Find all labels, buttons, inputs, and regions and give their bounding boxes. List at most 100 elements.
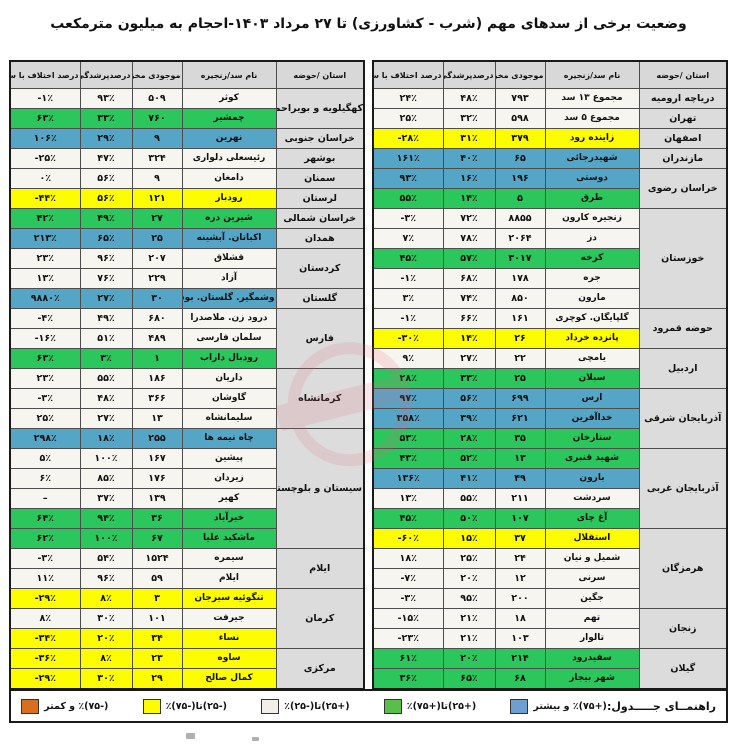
col-header-diff: درصد اختلاف با سال قبل [9,60,81,89]
dam-name-cell: مارون [544,288,640,309]
diff-percent-cell: -۴۴٪ [9,188,81,209]
dam-name-cell: شیرین دره [181,208,277,229]
diff-percent-cell: ۶۱٪ [372,648,444,669]
table-row: جیرفت ۱۰۱ ۳۰٪ ۸٪ [9,608,364,629]
cropped-caption-fragment [252,737,259,741]
table-row: ستارخان ۳۵ ۲۸٪ ۵۳٪ [372,428,727,449]
province-cell: حوضه قمرود [638,308,728,349]
fill-percent-cell: ۲۷٪ [79,288,133,309]
volume-cell: ۳ [131,588,183,609]
table-row: دریاچه ارومیه مجموع ۱۳ سد ۷۹۳ ۴۸٪ ۲۴٪ [372,88,728,109]
volume-cell: ۲۱۱ [494,488,546,509]
dam-name-cell: پانزده خرداد [544,328,640,349]
dam-name-cell: کوثر [181,88,277,109]
table-row: تهران مجموع ۵ سد ۵۹۸ ۳۲٪ ۲۵٪ [372,108,728,129]
table-row: شهر بیجار ۶۸ ۶۵٪ ۳۶٪ [372,668,727,690]
fill-percent-cell: ۲۷٪ [79,408,133,429]
dam-name-cell: پیشین [181,448,277,469]
diff-percent-cell: ۱۶۱٪ [372,148,444,169]
diff-percent-cell: -۳۴٪ [9,628,81,649]
fill-percent-cell: ۶۶٪ [442,308,496,329]
legend-swatch-green [383,698,402,714]
fill-percent-cell: ۳٪ [79,348,133,369]
fill-percent-cell: ۱۴٪ [442,328,496,349]
volume-cell: ۱۸ [494,608,546,629]
fill-percent-cell: ۵۶٪ [79,168,133,189]
dam-name-cell: کمال صالح [181,668,277,690]
dam-name-cell: ستارخان [544,428,640,449]
dam-name-cell: تهم [544,608,640,629]
diff-percent-cell: ۴۵٪ [372,508,444,529]
volume-cell: ۲۷ [131,208,183,229]
dam-name-cell: کهیر [181,488,277,509]
table-row: کمال صالح ۲۹ ۳۰٪ -۲۹٪ [9,668,364,690]
volume-cell: ۱۳۹ [131,488,183,509]
table-row: حوضه قمرود گلپایگان. کوچری ۱۶۱ ۶۶٪ -۱٪ [372,308,728,349]
fill-percent-cell: ۶۵٪ [79,228,133,249]
province-cell: اصفهان [638,128,728,149]
col-header-volume: موجودی مخزن [131,60,183,89]
fill-percent-cell: ۵۵٪ [79,368,133,389]
legend-item-yellow: (-۲۵)تا(-۷۵)٪ [142,698,227,714]
table-row: بارون ۴۹ ۴۱٪ ۱۳۶٪ [372,468,727,489]
table-row: مرکزی ساوه ۲۳ ۸٪ -۳۶٪ [9,648,365,690]
diff-percent-cell: ۲۳٪ [9,368,81,389]
province-cell: آذربایجان شرقی [638,388,728,449]
table-row: اردبیل یامچی ۲۲ ۲۷٪ ۹٪ [372,348,728,389]
province-cell: خراسان جنوبی [275,128,365,149]
fill-percent-cell: ۱۰۰٪ [79,528,133,549]
diff-percent-cell: ۴۵٪ [372,248,444,269]
fill-percent-cell: ۲۰٪ [442,648,496,669]
table-row: کرمانشاه داریان ۱۸۶ ۵۵٪ ۲۳٪ [9,368,365,429]
province-cell: همدان [275,228,365,249]
dam-name-cell: چمشیر [181,108,277,129]
table-row: لرستان رودبار ۱۲۱ ۵۶٪ -۴۴٪ [9,188,365,209]
volume-cell: ۲۵ [494,368,546,389]
volume-cell: ۱۹۶ [494,168,546,189]
volume-cell: ۸۵۰ [494,288,546,309]
volume-cell: ۲۳ [131,648,183,669]
table-row: پانزده خرداد ۲۶ ۱۴٪ -۳۰٪ [372,328,727,349]
dam-name-cell: آزاد [181,268,277,289]
fill-percent-cell: ۴۹٪ [79,208,133,229]
fill-percent-cell: ۲۱٪ [442,628,496,649]
legend-items: (+۷۵)٪ و بیشتر (+۲۵)تا(+۷۵)٪ (+۲۵)تا(-۲۵)٪… [21,698,607,714]
province-cell: کرمان [275,588,365,649]
page-title: وضعیت برخی از سدهای مهم (شرب - کشاورزی) … [50,16,687,32]
volume-cell: ۲۶ [494,328,546,349]
fill-percent-cell: ۳۹٪ [442,408,496,429]
volume-cell: ۱۲ [494,568,546,589]
fill-percent-cell: ۶۸٪ [442,268,496,289]
fill-percent-cell: ۱۴٪ [442,188,496,209]
diff-percent-cell: ۲۴٪ [372,88,444,109]
legend-label: (+۷۵)٪ و بیشتر [533,700,607,712]
volume-cell: ۳۵ [494,428,546,449]
volume-cell: ۳۶ [131,508,183,529]
dam-name-cell: مجموع ۵ سد [544,108,640,129]
dam-name-cell: ایلام [181,568,277,589]
diff-percent-cell: -۱٪ [372,308,444,329]
table-row: سرنی ۱۲ ۲۰٪ -۷٪ [372,568,727,589]
fill-percent-cell: ۴۸٪ [79,388,133,409]
province-cell: سمنان [275,168,365,189]
diff-percent-cell: -۶۰٪ [372,528,444,549]
table-row: خداآفرین ۶۲۱ ۳۹٪ ۳۵۸٪ [372,408,727,429]
fill-percent-cell: ۷۸٪ [442,228,496,249]
diff-percent-cell: ۱۳۶٪ [372,468,444,489]
volume-cell: ۱۷۶ [131,468,183,489]
diff-percent-cell: -۳٪ [372,208,444,229]
fill-percent-cell: ۲۹٪ [79,128,133,149]
volume-cell: ۲۰۶۴ [494,228,546,249]
dam-name-cell: ارس [544,388,640,409]
table-row: فارس درود زن. ملاصدرا ۶۸۰ ۴۹٪ -۴٪ [9,308,365,369]
fill-percent-cell: ۴۱٪ [442,468,496,489]
province-cell: اردبیل [638,348,728,389]
table-row: سلمان فارسی ۴۸۹ ۵۱٪ -۱۶٪ [9,328,364,349]
fill-percent-cell: ۵۰٪ [442,508,496,529]
province-cell: کردستان [275,248,365,289]
volume-cell: ۲۰۷ [131,248,183,269]
fill-percent-cell: ۱۵٪ [442,528,496,549]
dam-name-cell: کرخه [544,248,640,269]
diff-percent-cell: ۴۲٪ [9,208,81,229]
